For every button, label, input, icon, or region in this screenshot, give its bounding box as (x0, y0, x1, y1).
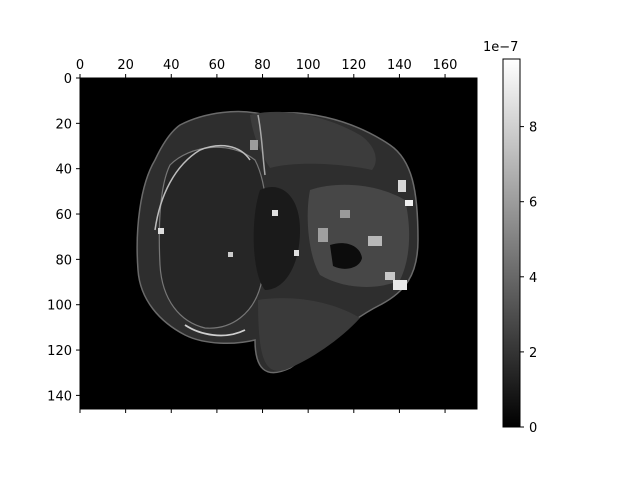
x-tick-label: 0 (76, 58, 84, 73)
colorbar-tick-label: 6 (529, 196, 537, 211)
bright-rim-top (257, 114, 266, 176)
bright-spot (393, 280, 407, 290)
bright-spot (228, 252, 233, 257)
bright-spot (398, 180, 406, 192)
bright-spot (318, 228, 328, 242)
x-tick-label: 40 (163, 58, 180, 73)
x-tick-label: 140 (387, 58, 412, 73)
x-tick-label: 160 (433, 58, 458, 73)
bright-spot (294, 250, 299, 256)
x-tick-label: 20 (117, 58, 134, 73)
bright-spot (340, 210, 350, 218)
dark-cavity (330, 243, 362, 269)
colorbar-ticks: 0 2 4 6 8 (520, 121, 537, 436)
bright-spot (385, 272, 395, 280)
y-tick-label: 20 (55, 117, 72, 132)
y-axis-ticks: 0 20 40 60 80 100 120 140 (47, 72, 80, 404)
colorbar-gradient (503, 59, 520, 427)
bright-rim-left (154, 144, 251, 231)
y-tick-label: 120 (47, 344, 72, 359)
bright-rim-bottom (184, 324, 246, 337)
central-region (253, 186, 300, 290)
colorbar-frame (502, 58, 521, 428)
x-tick-label: 80 (254, 58, 271, 73)
colorbar-tick-label: 8 (529, 121, 537, 136)
x-axis-ticks: 0 20 40 60 80 100 120 140 160 (76, 58, 458, 413)
x-tick-label: 60 (209, 58, 226, 73)
colorbar-tick-label: 0 (529, 421, 537, 436)
bright-spot (368, 236, 382, 246)
y-tick-label: 0 (64, 72, 72, 87)
y-tick-label: 40 (55, 163, 72, 178)
y-tick-label: 100 (47, 299, 72, 314)
x-tick-label: 100 (296, 58, 321, 73)
colorbar-tick-label: 2 (529, 346, 537, 361)
axes-frame (79, 77, 478, 410)
colorbar-tick-label: 4 (529, 271, 537, 286)
x-tick-label: 120 (341, 58, 366, 73)
heatmap-image (80, 78, 477, 409)
y-tick-label: 80 (55, 253, 72, 268)
y-tick-label: 60 (55, 208, 72, 223)
bright-spot (250, 140, 258, 150)
top-region (250, 111, 376, 170)
bright-spot (158, 228, 164, 234)
bright-spot (272, 210, 278, 216)
bright-spot (405, 200, 413, 206)
colorbar: 0 2 4 6 8 1e−7 (483, 40, 537, 436)
colorbar-offset-label: 1e−7 (483, 40, 518, 55)
lower-region (258, 298, 360, 371)
y-tick-label: 140 (47, 389, 72, 404)
